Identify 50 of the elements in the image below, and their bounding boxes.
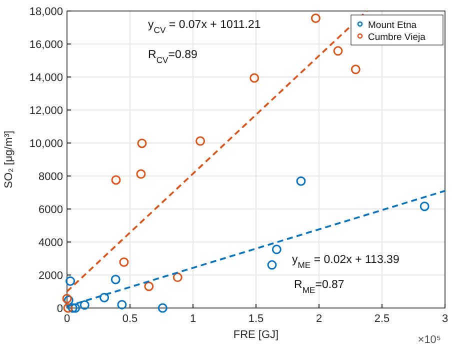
point	[110, 274, 120, 284]
point	[111, 175, 121, 185]
text: ×10⁵	[418, 334, 441, 346]
point	[272, 244, 282, 254]
annotation: R$_{ME}$=0.87	[294, 279, 344, 295]
y-tick-label: 10,000	[29, 138, 63, 150]
point	[100, 292, 110, 302]
legend-label: Mount Etna	[368, 20, 418, 31]
point	[420, 202, 430, 212]
point	[63, 303, 73, 313]
point	[350, 64, 360, 74]
annotation: y$_{CV}$ = 0.07x + 1011.21	[148, 19, 261, 35]
x-tick-label: 0.5	[122, 313, 138, 325]
legend-label: Cumbre Vieja	[368, 32, 426, 43]
x-axis-title: FRE [GJ]	[233, 329, 279, 341]
y-tick-label: 8000	[38, 171, 63, 183]
point	[196, 136, 206, 146]
point	[267, 260, 277, 270]
x-tick-label: 0	[64, 313, 70, 325]
point	[66, 276, 76, 286]
point	[172, 272, 182, 282]
point	[144, 282, 154, 292]
x-tick-label: 2.5	[374, 313, 390, 325]
x-tick-label: 2	[316, 313, 322, 325]
point	[310, 14, 320, 24]
y-tick-label: 2000	[38, 270, 63, 282]
y-tick-label: 4000	[38, 237, 63, 249]
point	[68, 303, 78, 313]
point	[158, 303, 168, 313]
y-tick-label: 14,000	[29, 72, 63, 84]
point	[333, 46, 343, 56]
point	[296, 176, 306, 186]
y-tick-label: 18,000	[29, 6, 63, 18]
point	[250, 73, 260, 83]
y-axis-title: SO₂ [μg/m³]	[3, 130, 15, 188]
point	[80, 300, 90, 310]
y-tick-label: 0	[56, 303, 63, 315]
point	[70, 303, 80, 313]
annotation: R$_{CV}$=0.89	[148, 49, 198, 65]
point	[117, 300, 127, 310]
annotation: y$_{ME}$ = 0.02x + 113.39	[292, 254, 400, 270]
x-tick-label: 3	[442, 313, 448, 325]
y-tick-label: 16,000	[29, 39, 63, 51]
y-tick-label: 6000	[38, 204, 63, 216]
point	[136, 169, 146, 179]
point	[119, 257, 129, 267]
x-tick-label: 1	[190, 313, 196, 325]
point	[137, 138, 147, 148]
x-tick-label: 1.5	[248, 313, 264, 325]
y-tick-label: 12,000	[29, 105, 63, 117]
